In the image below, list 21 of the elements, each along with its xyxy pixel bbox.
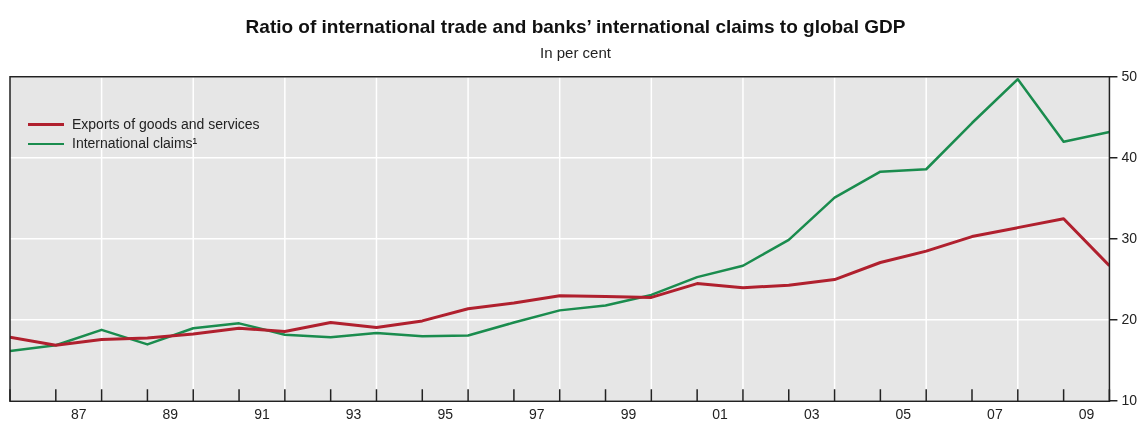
x-tick-label: 97 xyxy=(529,406,545,423)
y-tick-label: 10 xyxy=(1121,392,1138,409)
x-tick-label: 89 xyxy=(162,406,179,423)
legend-label: International claims¹ xyxy=(72,134,198,153)
y-tick-label: 20 xyxy=(1121,310,1138,327)
x-tick-label: 07 xyxy=(987,406,1003,423)
chart-title: Ratio of international trade and banks’ international claims to global GDP xyxy=(245,15,906,37)
x-tick-label: 93 xyxy=(345,406,362,423)
y-tick-label: 40 xyxy=(1121,148,1138,165)
y-tick-label: 50 xyxy=(1121,67,1138,84)
x-tick-label: 95 xyxy=(437,406,454,423)
x-tick-label: 05 xyxy=(895,406,912,423)
x-tick-label: 03 xyxy=(803,406,820,423)
chart-subtitle: In per cent xyxy=(540,43,612,61)
y-tick-label: 30 xyxy=(1121,229,1138,246)
legend-label: Exports of goods and services xyxy=(72,115,260,134)
x-tick-label: 09 xyxy=(1078,406,1095,423)
x-tick-label: 91 xyxy=(254,406,270,423)
x-tick-label: 01 xyxy=(712,406,729,423)
x-tick-label: 99 xyxy=(620,406,637,423)
x-tick-label: 87 xyxy=(70,406,87,423)
